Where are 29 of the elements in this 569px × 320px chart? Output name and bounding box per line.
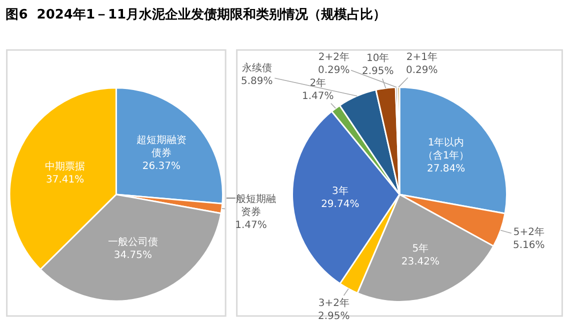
data-label: 5.89% xyxy=(241,76,273,87)
slice-label: 3年 xyxy=(332,184,348,197)
slice-label: 5年 xyxy=(412,242,429,255)
data-label: 34.75% xyxy=(114,250,152,261)
data-label: 2.95% xyxy=(318,311,350,320)
slice-label: 10年 xyxy=(366,52,390,64)
slice-label: 5+2年 xyxy=(513,226,544,238)
data-label: 29.74% xyxy=(321,198,360,210)
data-label: 0.29% xyxy=(318,65,350,76)
data-label: 26.37% xyxy=(142,160,180,172)
data-label: 23.42% xyxy=(401,256,440,268)
data-label: 1.47% xyxy=(302,91,334,102)
data-label: 27.84% xyxy=(427,164,466,175)
data-label: 1.47% xyxy=(235,220,267,231)
data-label: 5.16% xyxy=(513,240,545,251)
slice-label: 1年以内（含1年） xyxy=(422,136,470,162)
data-label: 37.41% xyxy=(46,174,84,186)
slice-label: 3+2年 xyxy=(318,297,350,309)
data-label: 2.95% xyxy=(362,66,394,77)
slice-label: 2+2年 xyxy=(318,51,350,63)
data-label: 0.29% xyxy=(406,65,438,76)
slice-label: 一般短期融资券 xyxy=(226,193,276,218)
slice-label: 一般公司债 xyxy=(108,236,158,248)
chart-title: 图6 2024年1－11月水泥企业发债期限和类别情况（规模占比） xyxy=(6,6,386,23)
slice-label: 永续债 xyxy=(242,62,272,74)
slice-label: 2年 xyxy=(310,77,326,89)
slice-label: 中期票据 xyxy=(45,160,86,173)
slice-label: 2+1年 xyxy=(406,51,438,63)
slice-label: 超短期融资债券 xyxy=(136,134,186,159)
